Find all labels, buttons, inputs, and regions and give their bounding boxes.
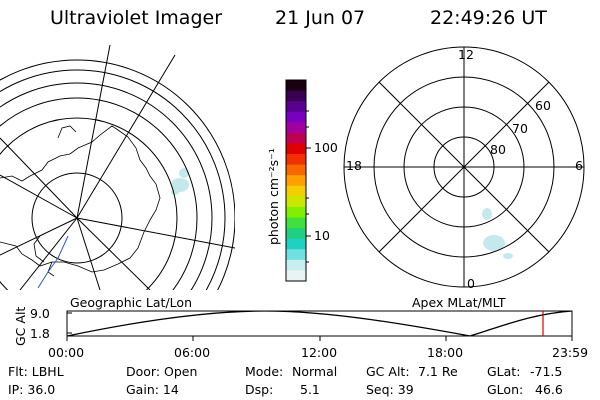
gc-alt-label: GC Alt: [366,364,410,379]
geographic-coords-label: Geographic Lat/Lon [70,295,192,310]
colorbar-segment [286,238,306,250]
colorbar-segment [286,164,306,176]
timeline-xtick-2359: 23:59 [552,345,589,360]
colorbar-segment [286,270,306,282]
colorbar-segment [286,122,306,134]
mode-label: Mode: [245,364,284,379]
colorbar-unit-label: photon cm⁻²s⁻¹ [266,148,281,245]
polar-mlt-lines [344,47,584,287]
colorbar [285,79,311,282]
colorbar-segment [286,228,306,240]
colorbar-tick-100: 100 [314,140,338,155]
polar-aurora-emission [482,208,513,259]
colorbar-segment [286,154,306,166]
mlt-label-12: 12 [458,47,474,62]
mlt-label-18: 18 [346,158,362,173]
filter-readout: Flt: LBHL [8,364,64,379]
mode-value: Normal [292,364,338,379]
geo-lat-circles [0,59,235,290]
timeline-xtick-0600: 06:00 [174,345,211,360]
geographic-map [0,45,235,290]
colorbar-tick-10: 10 [314,228,330,243]
colorbar-segment [286,249,306,261]
colorbar-segment [286,132,306,145]
dsp-label: Dsp: [245,382,274,397]
colorbar-segment [286,206,306,219]
altitude-timeline [66,310,573,341]
glat-value: -71.5 [530,364,563,379]
colorbar-segment [286,196,306,208]
mlat-label-70: 70 [512,121,528,136]
colorbar-segment [286,101,306,113]
timeline-ytick-top: 9.0 [30,306,50,321]
instrument-title: Ultraviolet Imager [50,7,223,29]
dsp-value: 5.1 [300,382,320,397]
observation-time: 22:49:26 UT [430,7,547,29]
apex-coords-label: Apex MLat/MLT [412,295,506,310]
gain-readout: Gain: 14 [126,382,179,397]
timeline-xtick-1200: 12:00 [301,345,338,360]
timeline-xtick-1800: 18:00 [427,345,464,360]
colorbar-segment [286,217,306,229]
mlat-label-80: 80 [490,142,506,157]
polar-plot [343,46,585,288]
timeline-yaxis-title: GC Alt [13,306,28,346]
satellite-track [37,235,69,289]
glat-label: GLat: [487,364,521,379]
mlt-label-0: 0 [467,276,475,291]
ip-readout: IP: 36.0 [8,382,56,397]
timeline-xtick-0000: 00:00 [48,345,85,360]
glon-value: 46.6 [535,382,563,397]
mlat-label-60: 60 [535,98,551,113]
colorbar-segment [286,143,306,155]
colorbar-segment [286,80,306,92]
altitude-curve [67,311,572,336]
geo-meridians [0,45,235,290]
colorbar-segment [286,111,306,123]
seq-readout: Seq: 39 [366,382,414,397]
colorbar-segment [286,185,306,197]
timeline-ytick-bottom: 1.8 [30,326,50,341]
door-readout: Door: Open [126,364,198,379]
colorbar-segment [286,175,306,187]
gc-alt-value: 7.1 Re [418,364,458,379]
colorbar-segment [286,259,306,272]
mlt-label-6: 6 [575,158,583,173]
colorbar-segment [286,90,306,102]
antarctic-coastline [0,125,161,273]
observation-date: 21 Jun 07 [275,7,366,29]
glon-label: GLon: [487,382,524,397]
